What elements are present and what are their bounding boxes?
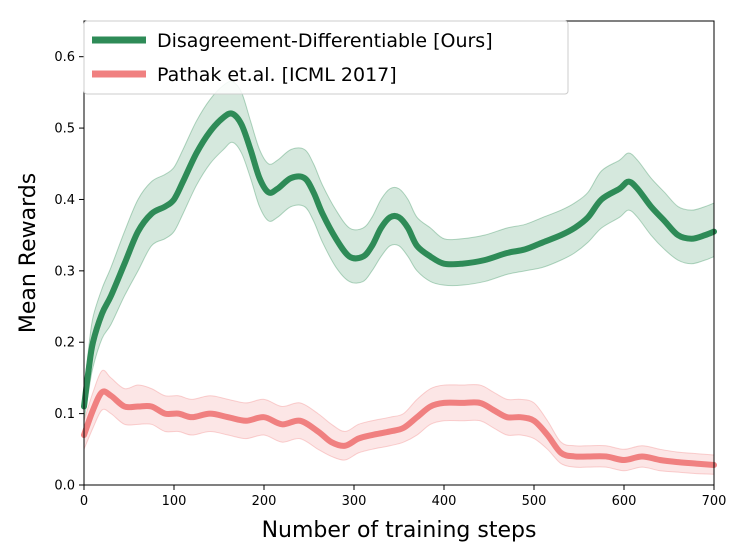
x-tick-label: 200 — [252, 494, 277, 509]
y-tick-label: 0.5 — [54, 122, 75, 137]
x-tick-label: 700 — [702, 494, 727, 509]
x-tick-label: 300 — [342, 494, 367, 509]
x-axis-ticks: 0 100 200 300 400 500 600 700 — [80, 485, 727, 509]
y-tick-label: 0.0 — [54, 479, 75, 494]
x-tick-label: 400 — [432, 494, 457, 509]
legend-label-pathak: Pathak et.al. [ICML 2017] — [157, 64, 397, 86]
x-tick-label: 100 — [162, 494, 187, 509]
y-tick-label: 0.6 — [54, 50, 75, 65]
x-tick-label: 500 — [522, 494, 547, 509]
series-line-ours — [81, 110, 717, 410]
legend: Disagreement-Differentiable [Ours] Patha… — [83, 20, 569, 95]
y-tick-label: 0.4 — [54, 193, 75, 208]
y-axis-ticks: 0.0 0.1 0.2 0.3 0.4 0.5 0.6 — [54, 50, 84, 494]
series-line-pathak — [81, 388, 717, 469]
y-tick-label: 0.2 — [54, 336, 75, 351]
legend-box — [83, 20, 569, 95]
legend-label-ours: Disagreement-Differentiable [Ours] — [157, 30, 493, 52]
y-axis-label: Mean Rewards — [16, 173, 41, 333]
x-tick-label: 600 — [612, 494, 637, 509]
y-tick-label: 0.3 — [54, 264, 75, 279]
series-lines — [81, 110, 717, 469]
x-tick-label: 0 — [80, 494, 88, 509]
x-axis-label: Number of training steps — [262, 518, 537, 543]
y-tick-label: 0.1 — [54, 407, 75, 422]
